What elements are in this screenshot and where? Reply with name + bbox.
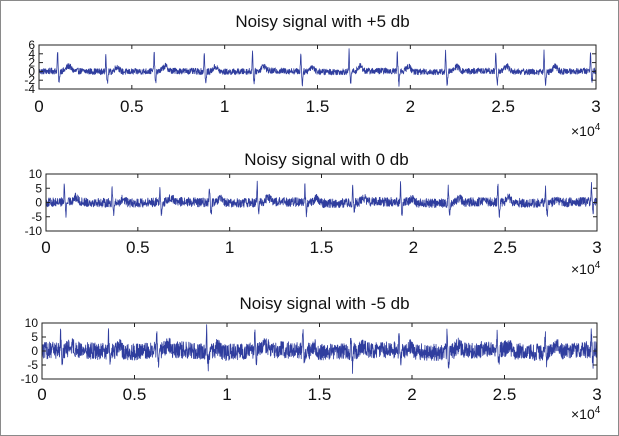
x-tick-label: 1 (225, 238, 234, 257)
x-multiplier-base: ×10 (571, 406, 595, 422)
x-tick-label: 0 (37, 385, 46, 404)
x-tick-label: 1.5 (306, 97, 330, 116)
y-tick-label: 10 (29, 167, 43, 181)
y-tick-label: 0 (28, 64, 35, 78)
y-tick-label: 2 (28, 56, 35, 70)
y-tick-label: -5 (27, 358, 38, 372)
x-tick-label: 3 (592, 238, 601, 257)
y-tick-label: -10 (25, 224, 43, 238)
y-tick-label: 0 (35, 196, 42, 210)
x-multiplier-base: ×10 (571, 123, 595, 139)
y-tick-label: 6 (28, 38, 35, 52)
plot-frame (38, 44, 597, 90)
x-tick-label: 1 (222, 385, 231, 404)
signal-line (45, 180, 598, 218)
x-tick-label: 2 (406, 97, 415, 116)
x-tick-label: 1.5 (308, 385, 332, 404)
x-multiplier-exponent: 4 (595, 122, 601, 133)
y-tick-label: 0 (31, 344, 38, 358)
y-tick-label: 10 (25, 316, 39, 330)
y-tick-label: -5 (31, 210, 42, 224)
signal-line (38, 48, 597, 87)
y-tick-label: -10 (21, 372, 39, 386)
x-tick-label: 0.5 (126, 238, 150, 257)
y-tick-label: -4 (24, 82, 35, 96)
x-multiplier: ×104 (571, 122, 601, 139)
x-tick-label: 3 (591, 97, 600, 116)
y-tick-label: 5 (31, 330, 38, 344)
x-tick-label: 1.5 (310, 238, 334, 257)
x-tick-label: 0 (34, 97, 43, 116)
y-tick-label: 5 (35, 181, 42, 195)
x-tick-label: 2.5 (493, 238, 517, 257)
x-multiplier-exponent: 4 (595, 260, 601, 271)
x-tick-label: 2 (409, 238, 418, 257)
subplot-title: Noisy signal with -5 db (239, 294, 409, 313)
x-tick-label: 0.5 (123, 385, 147, 404)
x-multiplier: ×104 (571, 260, 601, 277)
x-tick-label: 3 (592, 385, 601, 404)
signal-line (41, 324, 598, 374)
subplot-title: Noisy signal with 0 db (244, 150, 408, 169)
x-tick-label: 2.5 (493, 385, 517, 404)
x-multiplier-base: ×10 (571, 261, 595, 277)
y-tick-label: 4 (28, 47, 35, 61)
x-tick-label: 2.5 (491, 97, 515, 116)
x-tick-label: 0 (41, 238, 50, 257)
y-tick-label: -2 (24, 73, 35, 87)
subplot-title: Noisy signal with +5 db (235, 12, 409, 31)
x-tick-label: 2 (407, 385, 416, 404)
x-multiplier-exponent: 4 (595, 405, 601, 416)
x-tick-label: 0.5 (120, 97, 144, 116)
x-multiplier: ×104 (571, 405, 601, 422)
x-tick-label: 1 (220, 97, 229, 116)
